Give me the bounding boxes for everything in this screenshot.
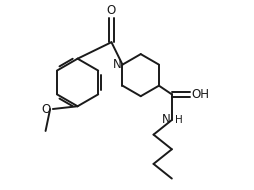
Text: N: N xyxy=(162,113,171,127)
Text: O: O xyxy=(107,4,116,17)
Text: OH: OH xyxy=(191,88,209,101)
Text: N: N xyxy=(113,58,122,71)
Text: H: H xyxy=(175,115,183,125)
Text: O: O xyxy=(42,103,51,116)
